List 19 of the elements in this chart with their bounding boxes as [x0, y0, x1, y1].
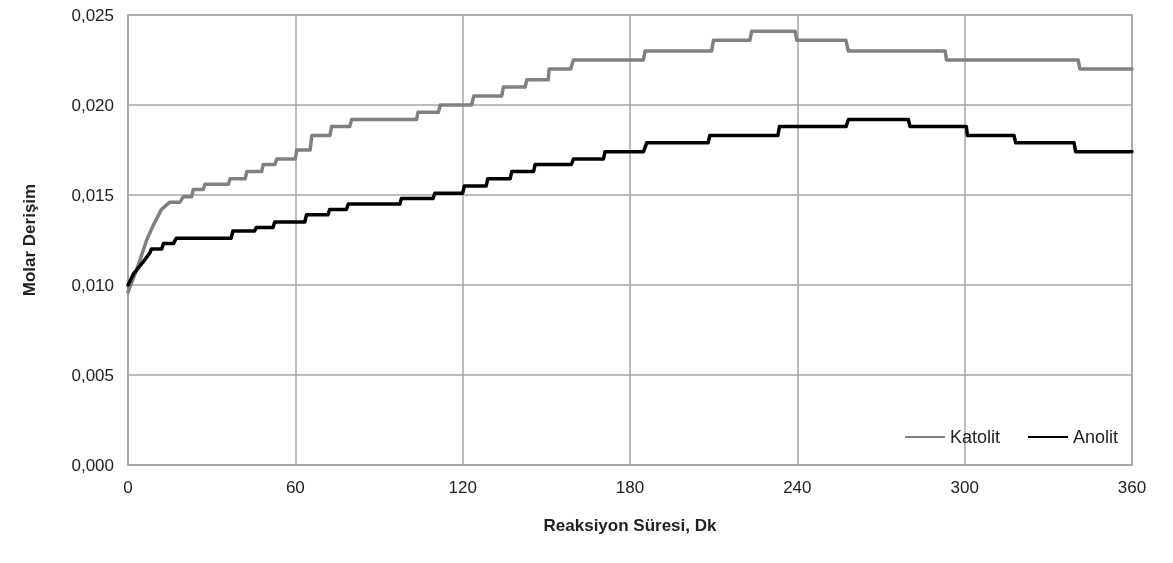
- line-series: [126, 117, 1134, 287]
- legend-label: Katolit: [949, 427, 1000, 447]
- x-tick-label: 120: [448, 478, 477, 497]
- x-tick-label: 240: [783, 478, 812, 497]
- y-tick-label: 0,005: [71, 365, 114, 385]
- line-series: [126, 29, 1134, 294]
- y-tick-label: 0,010: [71, 275, 114, 295]
- y-tick-label: 0,025: [71, 5, 114, 25]
- x-tick-label: 300: [950, 478, 979, 497]
- x-tick-label: 0: [123, 478, 133, 497]
- y-tick-label: 0,000: [71, 455, 114, 475]
- y-tick-label: 0,020: [71, 95, 114, 115]
- x-tick-label: 60: [285, 478, 305, 497]
- x-tick-label: 180: [615, 478, 645, 497]
- y-tick-label: 0,015: [71, 185, 114, 205]
- y-axis-title: Molar Derişim: [20, 183, 39, 297]
- x-tick-label: 360: [1117, 478, 1147, 497]
- legend-label: Anolit: [1072, 427, 1118, 447]
- x-axis-title: Reaksiyon Süresi, Dk: [543, 516, 717, 535]
